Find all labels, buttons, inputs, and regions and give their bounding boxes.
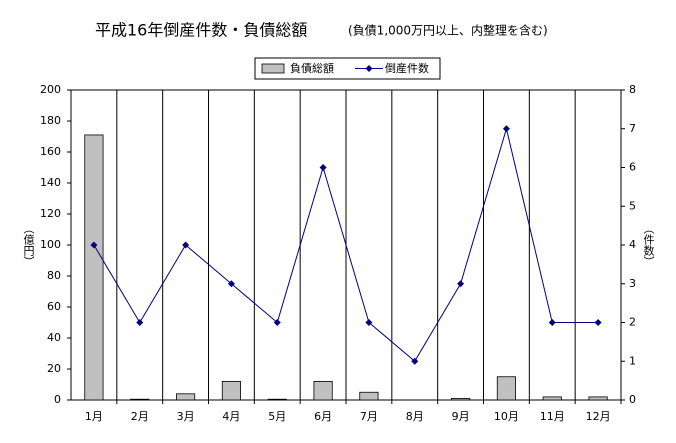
bar (84, 134, 104, 401)
bar (496, 376, 516, 401)
bar (176, 393, 196, 401)
marker (136, 319, 144, 326)
marker (182, 241, 190, 249)
marker (319, 164, 327, 171)
legend-swatch (261, 63, 285, 74)
bar (221, 380, 241, 401)
legend-label: 負債総額 (290, 61, 334, 75)
x-tick-label: 12月 (586, 410, 611, 423)
line (93, 126, 599, 363)
y-tick-label: 100 (40, 238, 61, 251)
marker (457, 280, 465, 288)
y-tick-label: 60 (47, 300, 61, 313)
bar (451, 398, 471, 401)
y2-tick-label: 8 (629, 83, 636, 96)
legend-label: 倒産件数 (385, 62, 429, 75)
marker (411, 357, 419, 365)
legend-box (254, 57, 441, 80)
x-tick-label: 5月 (268, 410, 286, 423)
marker (227, 280, 235, 288)
x-tick-label: 6月 (314, 410, 332, 423)
y-tick-label: 200 (40, 83, 61, 96)
x-tick-label: 4月 (222, 410, 240, 423)
bar (130, 398, 150, 401)
chart-title: 平成16年倒産件数・負債総額 (95, 21, 307, 40)
y-tick-label: 160 (40, 145, 61, 158)
y2-tick-label: 3 (629, 277, 636, 290)
x-tick-label: 9月 (452, 410, 470, 423)
x-tick-label: 7月 (360, 410, 378, 423)
y-tick-label: 40 (47, 331, 61, 344)
y-tick-label: 80 (47, 269, 61, 282)
y2-axis-label: （件数） (642, 223, 655, 267)
y-tick-label: 0 (54, 393, 61, 406)
bar (542, 396, 562, 401)
marker (365, 319, 373, 326)
marker (273, 319, 281, 326)
y-tick-label: 180 (40, 114, 61, 127)
x-tick-label: 1月 (85, 410, 103, 423)
bar (588, 396, 608, 401)
x-tick-label: 3月 (177, 410, 195, 423)
bar (313, 380, 333, 401)
y2-tick-label: 1 (629, 354, 636, 367)
marker (90, 241, 98, 249)
y2-tick-label: 6 (629, 161, 636, 174)
marker (548, 319, 556, 326)
y2-tick-label: 5 (629, 199, 636, 212)
marker (594, 319, 602, 326)
y2-tick-label: 0 (629, 393, 636, 406)
y2-tick-label: 4 (629, 238, 636, 251)
y-tick-label: 20 (47, 362, 61, 375)
bar (267, 398, 287, 401)
y2-tick-label: 7 (629, 122, 636, 135)
x-tick-label: 8月 (406, 410, 424, 423)
x-tick-label: 11月 (540, 410, 565, 423)
y2-tick-label: 2 (629, 316, 636, 329)
marker (502, 125, 510, 133)
chart-subtitle: (負債1,000万円以上、内整理を含む) (348, 23, 548, 38)
y-axis-label: （億円） (22, 223, 35, 267)
bar (359, 391, 379, 401)
x-tick-label: 2月 (131, 410, 149, 423)
x-tick-label: 10月 (494, 410, 519, 423)
y-tick-label: 140 (40, 176, 61, 189)
legend-marker (365, 65, 373, 72)
y-tick-label: 120 (40, 207, 61, 220)
